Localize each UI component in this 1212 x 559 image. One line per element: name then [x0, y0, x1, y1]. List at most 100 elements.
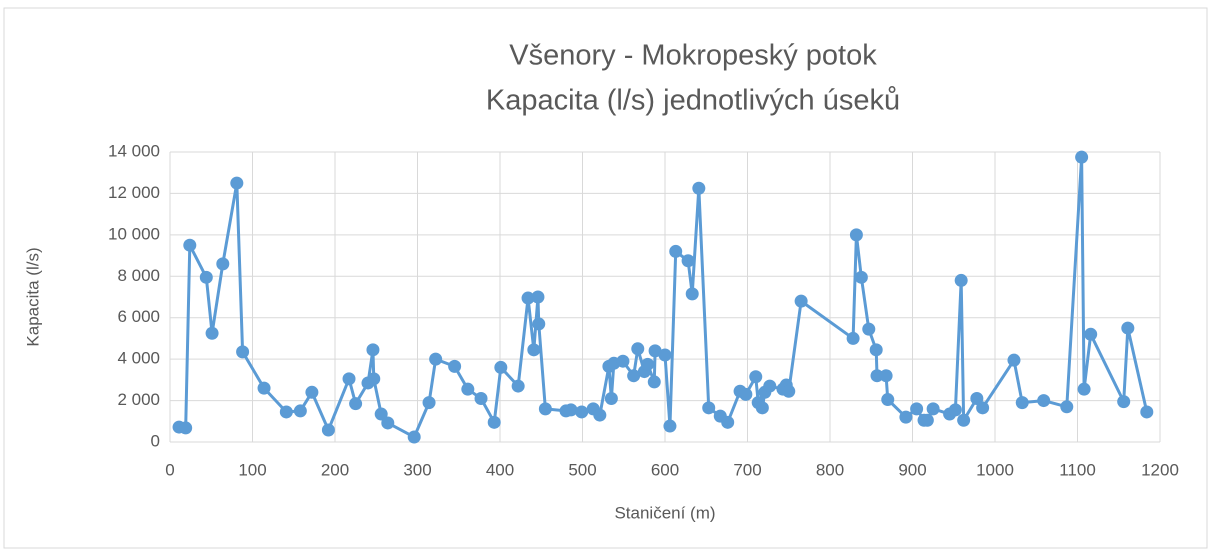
data-point	[183, 238, 197, 252]
data-point	[236, 345, 250, 359]
data-point	[230, 176, 244, 190]
data-point	[648, 344, 662, 358]
data-point	[374, 407, 388, 421]
data-point	[474, 392, 488, 405]
data-point	[279, 405, 293, 419]
data-point	[407, 430, 421, 444]
data-point	[954, 273, 968, 287]
data-point	[749, 370, 763, 384]
data-point	[366, 343, 380, 357]
data-point	[494, 360, 508, 374]
data-point	[1084, 327, 1098, 341]
data-point	[575, 405, 589, 419]
x-tick-label: 200	[321, 460, 349, 479]
x-tick-label: 600	[651, 460, 679, 479]
x-tick-label: 1100	[1059, 460, 1096, 479]
data-point	[899, 410, 913, 424]
x-tick-label: 700	[733, 460, 761, 479]
chart-title: Všenory - Mokropeský potok	[509, 40, 877, 72]
data-point	[487, 415, 501, 429]
data-point	[641, 357, 655, 371]
data-point	[367, 372, 381, 386]
data-point	[531, 290, 545, 304]
data-point	[647, 375, 661, 389]
data-point	[429, 352, 443, 366]
data-point	[616, 354, 630, 368]
data-point	[692, 181, 706, 195]
data-point	[349, 397, 363, 411]
data-point	[604, 392, 618, 405]
x-tick-label: 100	[238, 460, 266, 479]
data-point	[739, 387, 753, 401]
data-point	[205, 326, 219, 340]
data-point	[669, 244, 683, 258]
x-tick-label: 1200	[1141, 460, 1179, 479]
data-point	[658, 348, 672, 362]
data-point	[564, 403, 578, 417]
data-point	[293, 404, 307, 418]
data-point	[179, 421, 193, 435]
data-point	[448, 359, 462, 373]
data-point	[538, 402, 552, 416]
chart-subtitle: Kapacita (l/s) jednotlivých úseků	[486, 85, 900, 117]
data-point	[881, 393, 895, 407]
data-point	[849, 228, 863, 242]
data-point	[910, 402, 924, 416]
data-point	[627, 369, 641, 383]
data-point	[755, 401, 769, 415]
y-tick-label: 6 000	[117, 307, 160, 326]
data-point	[870, 369, 884, 383]
data-point	[926, 402, 940, 416]
data-point	[199, 270, 213, 284]
data-point	[957, 413, 971, 427]
x-tick-label: 0	[165, 460, 174, 479]
data-point	[511, 379, 525, 393]
data-point	[1075, 150, 1089, 164]
data-point	[216, 257, 230, 271]
data-point	[532, 317, 546, 331]
data-point	[321, 423, 335, 437]
data-point	[305, 385, 319, 399]
x-axis-label: Staničení (m)	[614, 503, 715, 522]
data-point	[461, 382, 475, 396]
data-point	[763, 379, 777, 393]
data-point	[869, 343, 883, 357]
data-point	[521, 291, 535, 305]
x-tick-label: 400	[486, 460, 514, 479]
data-point	[702, 401, 716, 415]
data-point	[1121, 321, 1135, 335]
data-point	[663, 419, 677, 433]
data-point	[1007, 353, 1021, 367]
data-point	[681, 254, 695, 268]
y-tick-label: 2 000	[117, 390, 160, 409]
y-tick-label: 0	[151, 431, 160, 450]
y-tick-label: 4 000	[117, 349, 160, 368]
x-tick-label: 500	[568, 460, 596, 479]
data-point	[342, 372, 356, 386]
data-point	[879, 369, 893, 383]
y-tick-label: 8 000	[117, 266, 160, 285]
x-tick-label: 900	[898, 460, 926, 479]
data-point	[685, 287, 699, 301]
data-point	[794, 294, 808, 308]
data-point	[1077, 382, 1091, 396]
data-point	[631, 342, 645, 356]
data-point	[381, 416, 395, 430]
x-tick-label: 1000	[976, 460, 1014, 479]
data-point	[976, 401, 990, 415]
data-point	[846, 331, 860, 345]
data-point	[782, 384, 796, 398]
data-point	[854, 270, 868, 284]
data-point	[1117, 395, 1131, 409]
y-tick-label: 10 000	[108, 224, 160, 243]
data-point	[593, 408, 607, 422]
data-point	[1060, 400, 1074, 414]
data-point	[257, 381, 271, 395]
data-point	[422, 396, 436, 410]
data-point	[527, 343, 541, 357]
data-point	[920, 413, 934, 427]
y-axis-label: Kapacita (l/s)	[23, 247, 42, 346]
data-point	[1037, 394, 1051, 408]
y-tick-label: 12 000	[108, 183, 160, 202]
